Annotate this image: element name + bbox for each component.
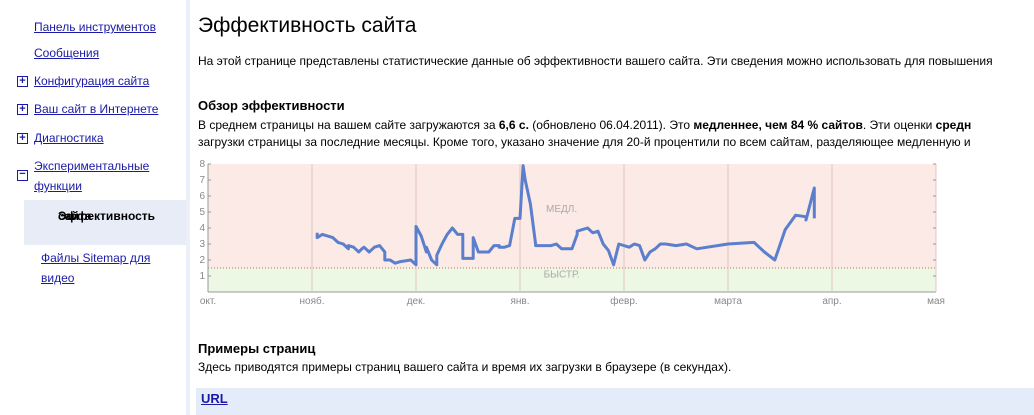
sidebar-link-video-sitemaps[interactable]: Файлы Sitemap для видео [41, 251, 150, 285]
zone-slow-label: МЕДЛ. [546, 204, 577, 215]
sidebar-item-video-sitemaps[interactable]: Файлы Sitemap для видео [41, 248, 150, 288]
intro-text: На этой странице представлены статистиче… [198, 54, 993, 68]
page-title: Эффективность сайта [198, 14, 417, 37]
examples-text: Здесь приводятся примеры страниц вашего … [198, 360, 732, 374]
overview-heading: Обзор эффективности [198, 98, 345, 113]
zone-fast-label: БЫСТР. [544, 270, 580, 281]
chart-y-ticks: 1 2 3 4 5 6 7 8 [199, 160, 936, 282]
examples-heading: Примеры страниц [198, 341, 316, 356]
y-tick-label: 8 [199, 160, 205, 170]
x-tick-label: мая [927, 296, 945, 307]
text-span: средн [935, 118, 972, 132]
sidebar-item-diagnostics[interactable]: Диагностика [34, 128, 104, 148]
x-tick-label: февр. [610, 295, 637, 307]
slow-zone [208, 164, 936, 268]
expand-plus-icon[interactable]: + [17, 133, 28, 144]
text-span: В среднем страницы на вашем сайте загруж… [198, 118, 499, 132]
x-tick-label: апр. [822, 296, 841, 307]
chart-x-ticks: окт. нояб. дек. янв. февр. марта апр. мая [200, 295, 945, 307]
sidebar-label-line: функции [34, 179, 82, 193]
sidebar-item-labs[interactable]: Экспериментальные функции [34, 156, 149, 196]
chart-series [315, 164, 816, 267]
x-tick-label: окт. [200, 296, 216, 307]
sidebar: Панель инструментов Сообщения + Конфигур… [0, 0, 186, 415]
x-tick-label: марта [714, 296, 742, 307]
collapse-minus-icon[interactable]: − [17, 169, 28, 181]
sidebar-item-site-on-web[interactable]: Ваш сайт в Интернете [34, 99, 158, 119]
sidebar-item-performance-active[interactable]: Эффективность сайта [24, 200, 186, 245]
y-tick-label: 3 [199, 239, 205, 250]
sidebar-label-line: сайта [58, 209, 92, 223]
sidebar-active-label: Эффективность сайта [41, 203, 171, 223]
sidebar-label-line: видео [41, 271, 75, 285]
sidebar-item-dashboard[interactable]: Панель инструментов [34, 17, 156, 37]
sidebar-item-messages[interactable]: Сообщения [34, 43, 99, 63]
sidebar-link-messages[interactable]: Сообщения [34, 46, 100, 60]
text-span: . Эти оценки [862, 118, 936, 132]
comparison-text: медленнее, чем 84 % сайтов [693, 118, 863, 132]
x-tick-label: дек. [407, 296, 426, 307]
x-tick-label: нояб. [299, 295, 324, 307]
url-column-sort-link[interactable]: URL [201, 391, 228, 406]
chart-zone-labels: МЕДЛ. БЫСТР. [544, 204, 580, 281]
sidebar-label-line: Экспериментальные [34, 159, 150, 173]
sidebar-link-site-on-web[interactable]: Ваш сайт в Интернете [34, 102, 159, 116]
y-tick-label: 6 [199, 191, 205, 202]
overview-paragraph-line1: В среднем страницы на вашем сайте загруж… [198, 117, 971, 134]
y-tick-label: 4 [199, 223, 205, 234]
overview-paragraph-line2: загрузки страницы за последние месяцы. К… [198, 135, 971, 149]
main-content: Эффективность сайта На этой странице пре… [198, 0, 1034, 415]
x-tick-label: янв. [510, 296, 529, 307]
avg-load-time: 6,6 с. [498, 118, 529, 132]
sidebar-link-labs[interactable]: Экспериментальные функции [34, 159, 149, 193]
sidebar-divider [186, 0, 190, 415]
sidebar-link-dashboard[interactable]: Панель инструментов [34, 20, 156, 34]
performance-chart: МЕДЛ. БЫСТР. 1 2 3 4 5 6 7 8 окт. нояб. дек. янв. фе… [199, 160, 945, 307]
sidebar-link-site-config[interactable]: Конфигурация сайта [34, 74, 150, 88]
url-column-header: URL [196, 388, 1034, 415]
expand-plus-icon[interactable]: + [17, 76, 28, 87]
sidebar-label-line: Эффективность [58, 209, 156, 223]
fast-zone [208, 268, 936, 292]
sidebar-item-site-config[interactable]: Конфигурация сайта [34, 71, 149, 91]
y-tick-label: 1 [199, 271, 205, 282]
y-tick-label: 2 [199, 255, 205, 266]
series-line [315, 164, 816, 267]
y-tick-label: 7 [199, 175, 205, 186]
y-tick-label: 5 [199, 207, 205, 218]
expand-plus-icon[interactable]: + [17, 104, 28, 115]
text-span: (обновлено 06.04.2011). Это [528, 118, 694, 132]
sidebar-link-diagnostics[interactable]: Диагностика [34, 131, 104, 145]
sidebar-label-line: Файлы Sitemap для [41, 251, 151, 265]
